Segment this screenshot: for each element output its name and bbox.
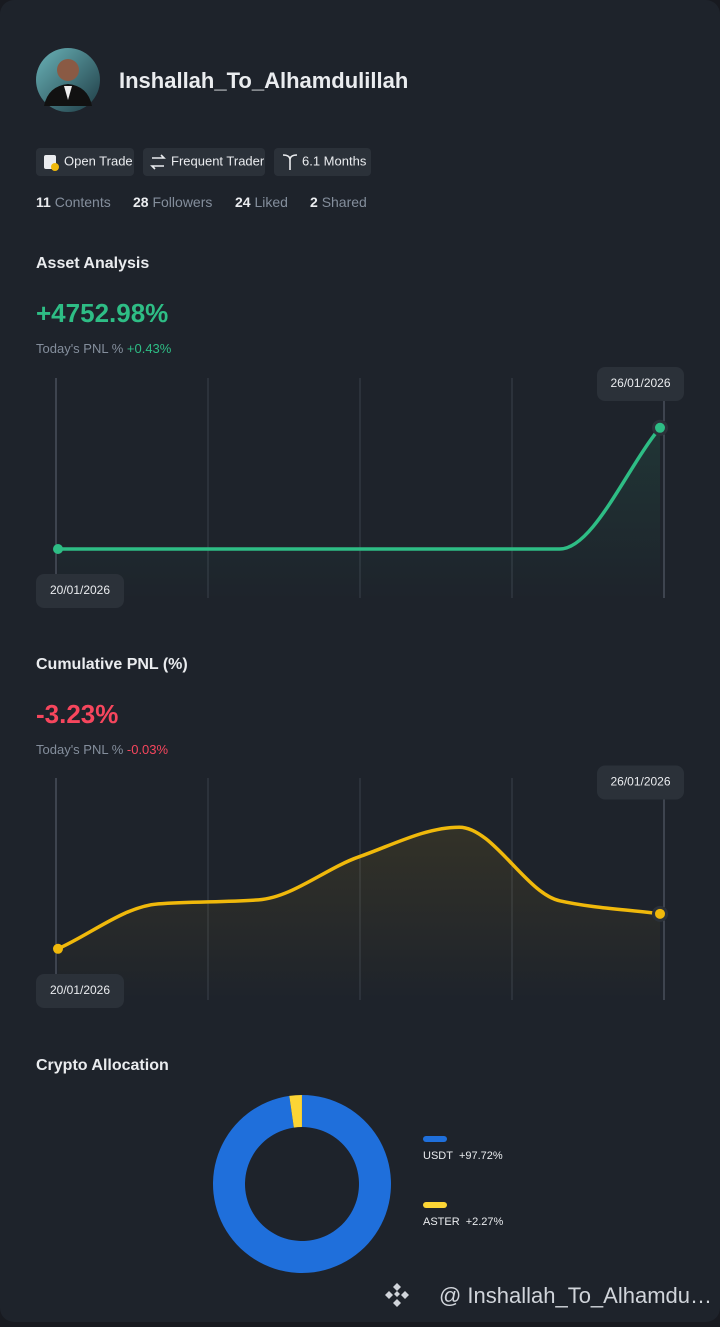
stat-label: Contents [55, 194, 111, 210]
today-pnl: Today's PNL % -0.03% [36, 742, 169, 757]
section-title: Asset Analysis [36, 255, 149, 272]
date-label: 20/01/2026 [50, 983, 110, 997]
legend-swatch [423, 1202, 447, 1208]
line [56, 426, 662, 551]
legend-value: +2.27% [466, 1216, 504, 1228]
stat-label: Liked [254, 194, 287, 210]
legend-entry: USDT +97.72% [423, 1150, 503, 1162]
stat: 28 Followers [133, 194, 212, 210]
area [58, 827, 660, 1000]
date-tooltip [36, 974, 124, 1008]
stat: 2 Shared [310, 194, 367, 210]
stat: 11 Contents [36, 194, 111, 210]
today-label: Today's PNL % [36, 742, 124, 757]
date-tooltip [597, 367, 684, 401]
badge: Open Trade [36, 148, 134, 176]
legend-label: USDT [423, 1150, 453, 1162]
start-point [53, 943, 63, 954]
watermark-logo [385, 1283, 409, 1307]
end-point [655, 422, 665, 433]
date-tooltip [597, 765, 684, 800]
headline-value: +4752.98% [36, 298, 168, 328]
badge-label: 6.1 Months [302, 153, 367, 168]
headline-value: -3.23% [36, 699, 118, 729]
today-label: Today's PNL % [36, 341, 124, 356]
badge-label: Open Trade [64, 153, 133, 168]
legend-value: +97.72% [459, 1150, 503, 1162]
badge: Frequent Trader [143, 148, 265, 176]
end-point [655, 908, 665, 919]
start-point [53, 544, 63, 554]
legend-swatch [423, 1136, 447, 1142]
legend-label: ASTER [423, 1216, 460, 1228]
date-label: 20/01/2026 [50, 583, 110, 597]
stat-label: Shared [322, 194, 367, 210]
date-tooltip [36, 574, 124, 608]
legend-entry: ASTER +2.27% [423, 1216, 504, 1228]
today-value: +0.43% [127, 341, 172, 356]
stat-value: 2 [310, 194, 318, 210]
watermark: @ Inshallah_To_Alhamdu… [439, 1283, 712, 1308]
stat-value: 28 [133, 194, 149, 210]
badge-label: Frequent Trader [171, 153, 265, 168]
stat-value: 11 [36, 194, 51, 210]
section-title: Cumulative PNL (%) [36, 656, 188, 673]
area [58, 427, 660, 600]
date-label: 26/01/2026 [610, 775, 670, 789]
today-pnl: Today's PNL % +0.43% [36, 341, 172, 356]
stat: 24 Liked [235, 194, 288, 210]
stat-label: Followers [152, 194, 212, 210]
avatar [36, 48, 100, 112]
badge: 6.1 Months [274, 148, 371, 176]
stat-value: 24 [235, 194, 251, 210]
username: Inshallah_To_Alhamdulillah [119, 68, 408, 93]
slice [213, 1095, 392, 1273]
slice [289, 1095, 302, 1128]
today-value: -0.03% [127, 742, 169, 757]
section-title: Crypto Allocation [36, 1057, 169, 1074]
date-label: 26/01/2026 [610, 376, 670, 390]
line [56, 825, 662, 951]
